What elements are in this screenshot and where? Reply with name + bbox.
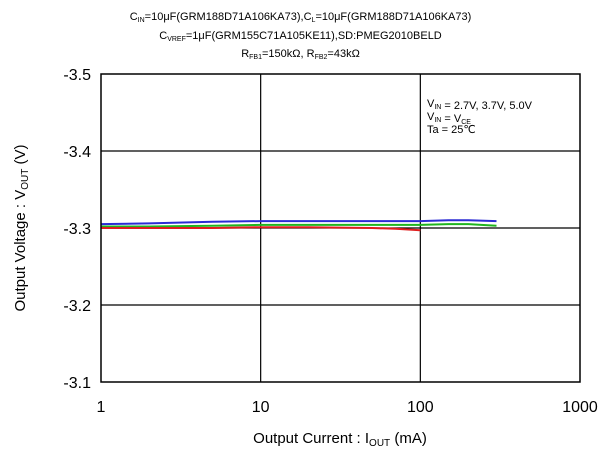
- annotation-main: Ta = 25: [427, 124, 463, 136]
- chart-header-line-3: RFB1=150kΩ, RFB2=43kΩ: [0, 48, 601, 64]
- rfb2-subscript: FB2: [314, 54, 328, 61]
- series-line: [101, 223, 497, 228]
- y-label-sub: OUT: [20, 169, 31, 190]
- x-tick-labels: 1 10 100 1000: [97, 399, 598, 416]
- cin-symbol: C: [129, 11, 138, 23]
- cvref-symbol: C: [159, 30, 168, 42]
- cin-value: =10μF(GRM188D71A106KA73),: [144, 11, 304, 23]
- x-tick-label: 1: [97, 399, 106, 416]
- y-tick-label: -3.1: [63, 375, 91, 392]
- plot-frame: [100, 73, 581, 383]
- cvref-value: =1μF(GRM155C71A105KE11),SD:PMEG2010BELD: [185, 30, 442, 42]
- x-label-unit: (mA): [390, 430, 427, 447]
- cl-value: =10μF(GRM188D71A106KA73): [315, 11, 472, 23]
- y-label-main: Output Voltage : V: [12, 190, 29, 312]
- chart-header-line-2: CVREF=1μF(GRM155C71A105KE11),SD:PMEG2010…: [0, 30, 601, 46]
- cin-subscript: IN: [137, 17, 145, 24]
- annotation-main: V: [427, 98, 435, 110]
- x-tick-label: 1000: [562, 399, 598, 416]
- cl-symbol: C: [303, 11, 312, 23]
- cl-subscript: L: [311, 17, 316, 24]
- rfb2-value: =43kΩ: [327, 48, 360, 60]
- series-line: [101, 226, 421, 232]
- annotation-rest: = 2.7V, 3.7V, 5.0V: [441, 100, 532, 112]
- x-label-sub: OUT: [369, 438, 390, 449]
- annotation-line: VIN = VCE: [427, 111, 471, 126]
- x-label-main: Output Current : I: [253, 430, 369, 447]
- y-tick-label: -3.2: [63, 298, 91, 315]
- annotation-sub: IN: [434, 104, 441, 111]
- rfb1-value: =150kΩ,: [261, 48, 307, 60]
- x-tick-label: 10: [252, 399, 270, 416]
- annotation-sub: IN: [434, 117, 441, 124]
- annotation-sub2: CE: [461, 119, 471, 126]
- chart-header-line-1: CIN=10μF(GRM188D71A106KA73),CL=10μF(GRM1…: [0, 11, 601, 27]
- y-tick-label: -3.3: [63, 221, 91, 238]
- rfb1-subscript: FB1: [249, 54, 262, 61]
- x-axis-label: Output Current : IOUT (mA): [253, 430, 427, 449]
- y-tick-labels: -3.5 -3.4 -3.3 -3.2 -3.1: [63, 67, 91, 392]
- cvref-subscript: VREF: [167, 36, 186, 43]
- x-tick-label: 100: [407, 399, 434, 416]
- annotation-main: V: [427, 111, 435, 123]
- annotation-rest: ℃: [463, 124, 475, 136]
- rfb1-symbol: R: [241, 48, 250, 60]
- series-line: [100, 219, 497, 226]
- y-axis-label: Output Voltage : VOUT (V): [12, 144, 31, 311]
- annotation-line: VIN = 2.7V, 3.7V, 5.0V: [427, 98, 533, 112]
- rfb2-symbol: R: [306, 48, 315, 60]
- y-tick-label: -3.5: [63, 67, 91, 84]
- y-tick-label: -3.4: [63, 144, 91, 161]
- series-group: [100, 219, 497, 232]
- annotation-line: Ta = 25℃: [427, 124, 476, 136]
- y-label-unit: (V): [12, 144, 29, 168]
- annotation-rest: = V: [441, 113, 462, 125]
